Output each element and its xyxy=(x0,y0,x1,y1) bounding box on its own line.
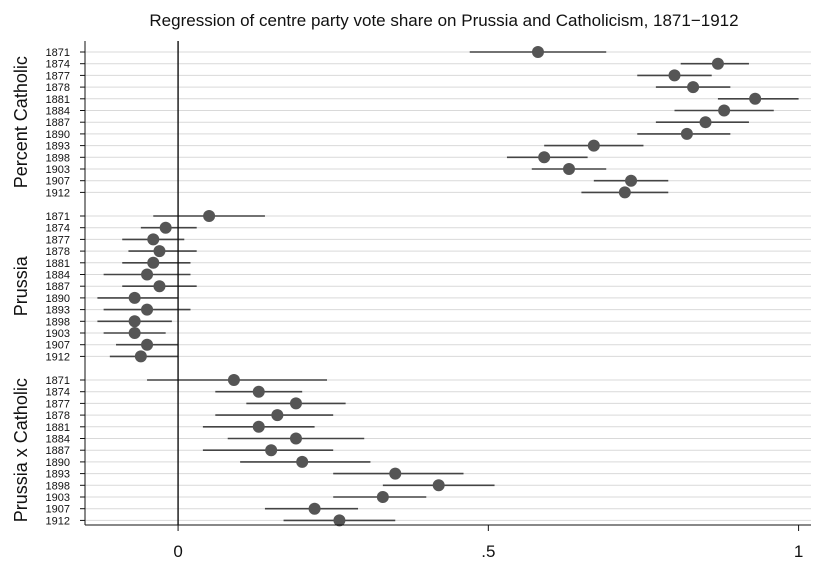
point-estimate xyxy=(128,291,141,304)
year-tick-label: 1878 xyxy=(46,246,70,258)
point-estimate xyxy=(252,385,265,398)
year-tick-label: 1890 xyxy=(46,457,70,469)
year-tick-label: 1903 xyxy=(46,492,70,504)
point-estimate xyxy=(141,303,154,316)
year-tick-label: 1912 xyxy=(46,351,70,363)
point-estimate xyxy=(141,268,154,281)
point-estimate xyxy=(587,139,600,152)
point-estimate xyxy=(289,432,302,445)
point-estimate xyxy=(227,374,240,386)
point-estimate xyxy=(538,151,551,164)
point-estimate xyxy=(680,127,693,140)
point-estimate xyxy=(668,69,681,82)
year-tick-label: 1887 xyxy=(46,445,70,457)
point-estimate xyxy=(308,502,321,515)
year-tick-label: 1887 xyxy=(46,281,70,293)
group-label: Prussia x Catholic xyxy=(11,378,31,522)
point-estimate xyxy=(147,233,160,246)
year-tick-label: 1898 xyxy=(46,316,70,328)
point-estimate xyxy=(141,338,154,351)
year-tick-label: 1877 xyxy=(46,398,70,410)
year-tick-label: 1912 xyxy=(46,515,70,527)
point-estimate xyxy=(296,455,309,468)
point-estimate xyxy=(289,397,302,410)
year-tick-label: 1884 xyxy=(46,270,70,282)
year-tick-label: 1871 xyxy=(46,375,70,387)
year-tick-label: 1874 xyxy=(46,59,70,71)
point-estimate xyxy=(333,514,346,527)
labels: 1871187418771878188118841887189018931898… xyxy=(11,47,803,561)
point-estimate xyxy=(625,174,638,187)
year-tick-label: 1884 xyxy=(46,106,70,118)
year-tick-label: 1871 xyxy=(46,47,70,59)
point-estimate xyxy=(203,210,216,222)
year-tick-label: 1877 xyxy=(46,70,70,82)
gridlines xyxy=(85,51,811,521)
year-tick-label: 1903 xyxy=(46,164,70,176)
point-estimates xyxy=(128,46,762,527)
point-estimate xyxy=(376,491,389,503)
year-tick-label: 1881 xyxy=(46,422,70,434)
point-estimate xyxy=(699,116,712,129)
axes xyxy=(80,41,811,531)
point-estimate xyxy=(389,467,402,480)
year-tick-label: 1881 xyxy=(46,94,70,106)
year-tick-label: 1890 xyxy=(46,129,70,141)
year-tick-label: 1878 xyxy=(46,410,70,422)
point-estimate xyxy=(147,256,160,269)
point-estimate xyxy=(711,57,724,70)
chart-title: Regression of centre party vote share on… xyxy=(149,11,738,30)
year-tick-label: 1887 xyxy=(46,117,70,129)
point-estimate xyxy=(128,327,141,339)
year-tick-label: 1871 xyxy=(46,211,70,223)
x-tick-label: 1 xyxy=(794,542,803,561)
year-tick-label: 1907 xyxy=(46,176,70,188)
year-tick-label: 1898 xyxy=(46,152,70,164)
point-estimate xyxy=(687,81,700,94)
point-estimate xyxy=(271,409,284,422)
year-tick-label: 1903 xyxy=(46,328,70,340)
year-tick-label: 1912 xyxy=(46,187,70,199)
x-tick-label: .5 xyxy=(481,542,495,561)
year-tick-label: 1893 xyxy=(46,305,70,317)
point-estimate xyxy=(159,221,172,234)
group-label: Prussia xyxy=(11,255,31,316)
group-label: Percent Catholic xyxy=(11,56,31,188)
point-estimate xyxy=(128,315,141,328)
point-estimate xyxy=(153,245,166,258)
x-tick-label: 0 xyxy=(173,542,182,561)
point-estimate xyxy=(153,280,166,293)
year-tick-label: 1898 xyxy=(46,480,70,492)
year-tick-label: 1907 xyxy=(46,340,70,352)
year-tick-label: 1893 xyxy=(46,141,70,153)
year-tick-label: 1907 xyxy=(46,504,70,516)
point-estimate xyxy=(265,444,278,457)
year-tick-label: 1874 xyxy=(46,387,70,399)
year-tick-label: 1893 xyxy=(46,469,70,481)
point-estimate xyxy=(432,479,445,492)
year-tick-label: 1881 xyxy=(46,258,70,270)
point-estimate xyxy=(252,420,265,433)
point-estimate xyxy=(749,92,762,105)
point-estimate xyxy=(618,186,631,199)
year-tick-label: 1877 xyxy=(46,234,70,246)
year-tick-label: 1884 xyxy=(46,434,70,446)
year-tick-label: 1874 xyxy=(46,223,70,235)
point-estimate xyxy=(134,350,147,363)
year-tick-label: 1878 xyxy=(46,82,70,94)
point-estimate xyxy=(718,104,731,117)
point-estimate xyxy=(531,46,544,58)
year-tick-label: 1890 xyxy=(46,293,70,305)
point-estimate xyxy=(563,163,575,175)
